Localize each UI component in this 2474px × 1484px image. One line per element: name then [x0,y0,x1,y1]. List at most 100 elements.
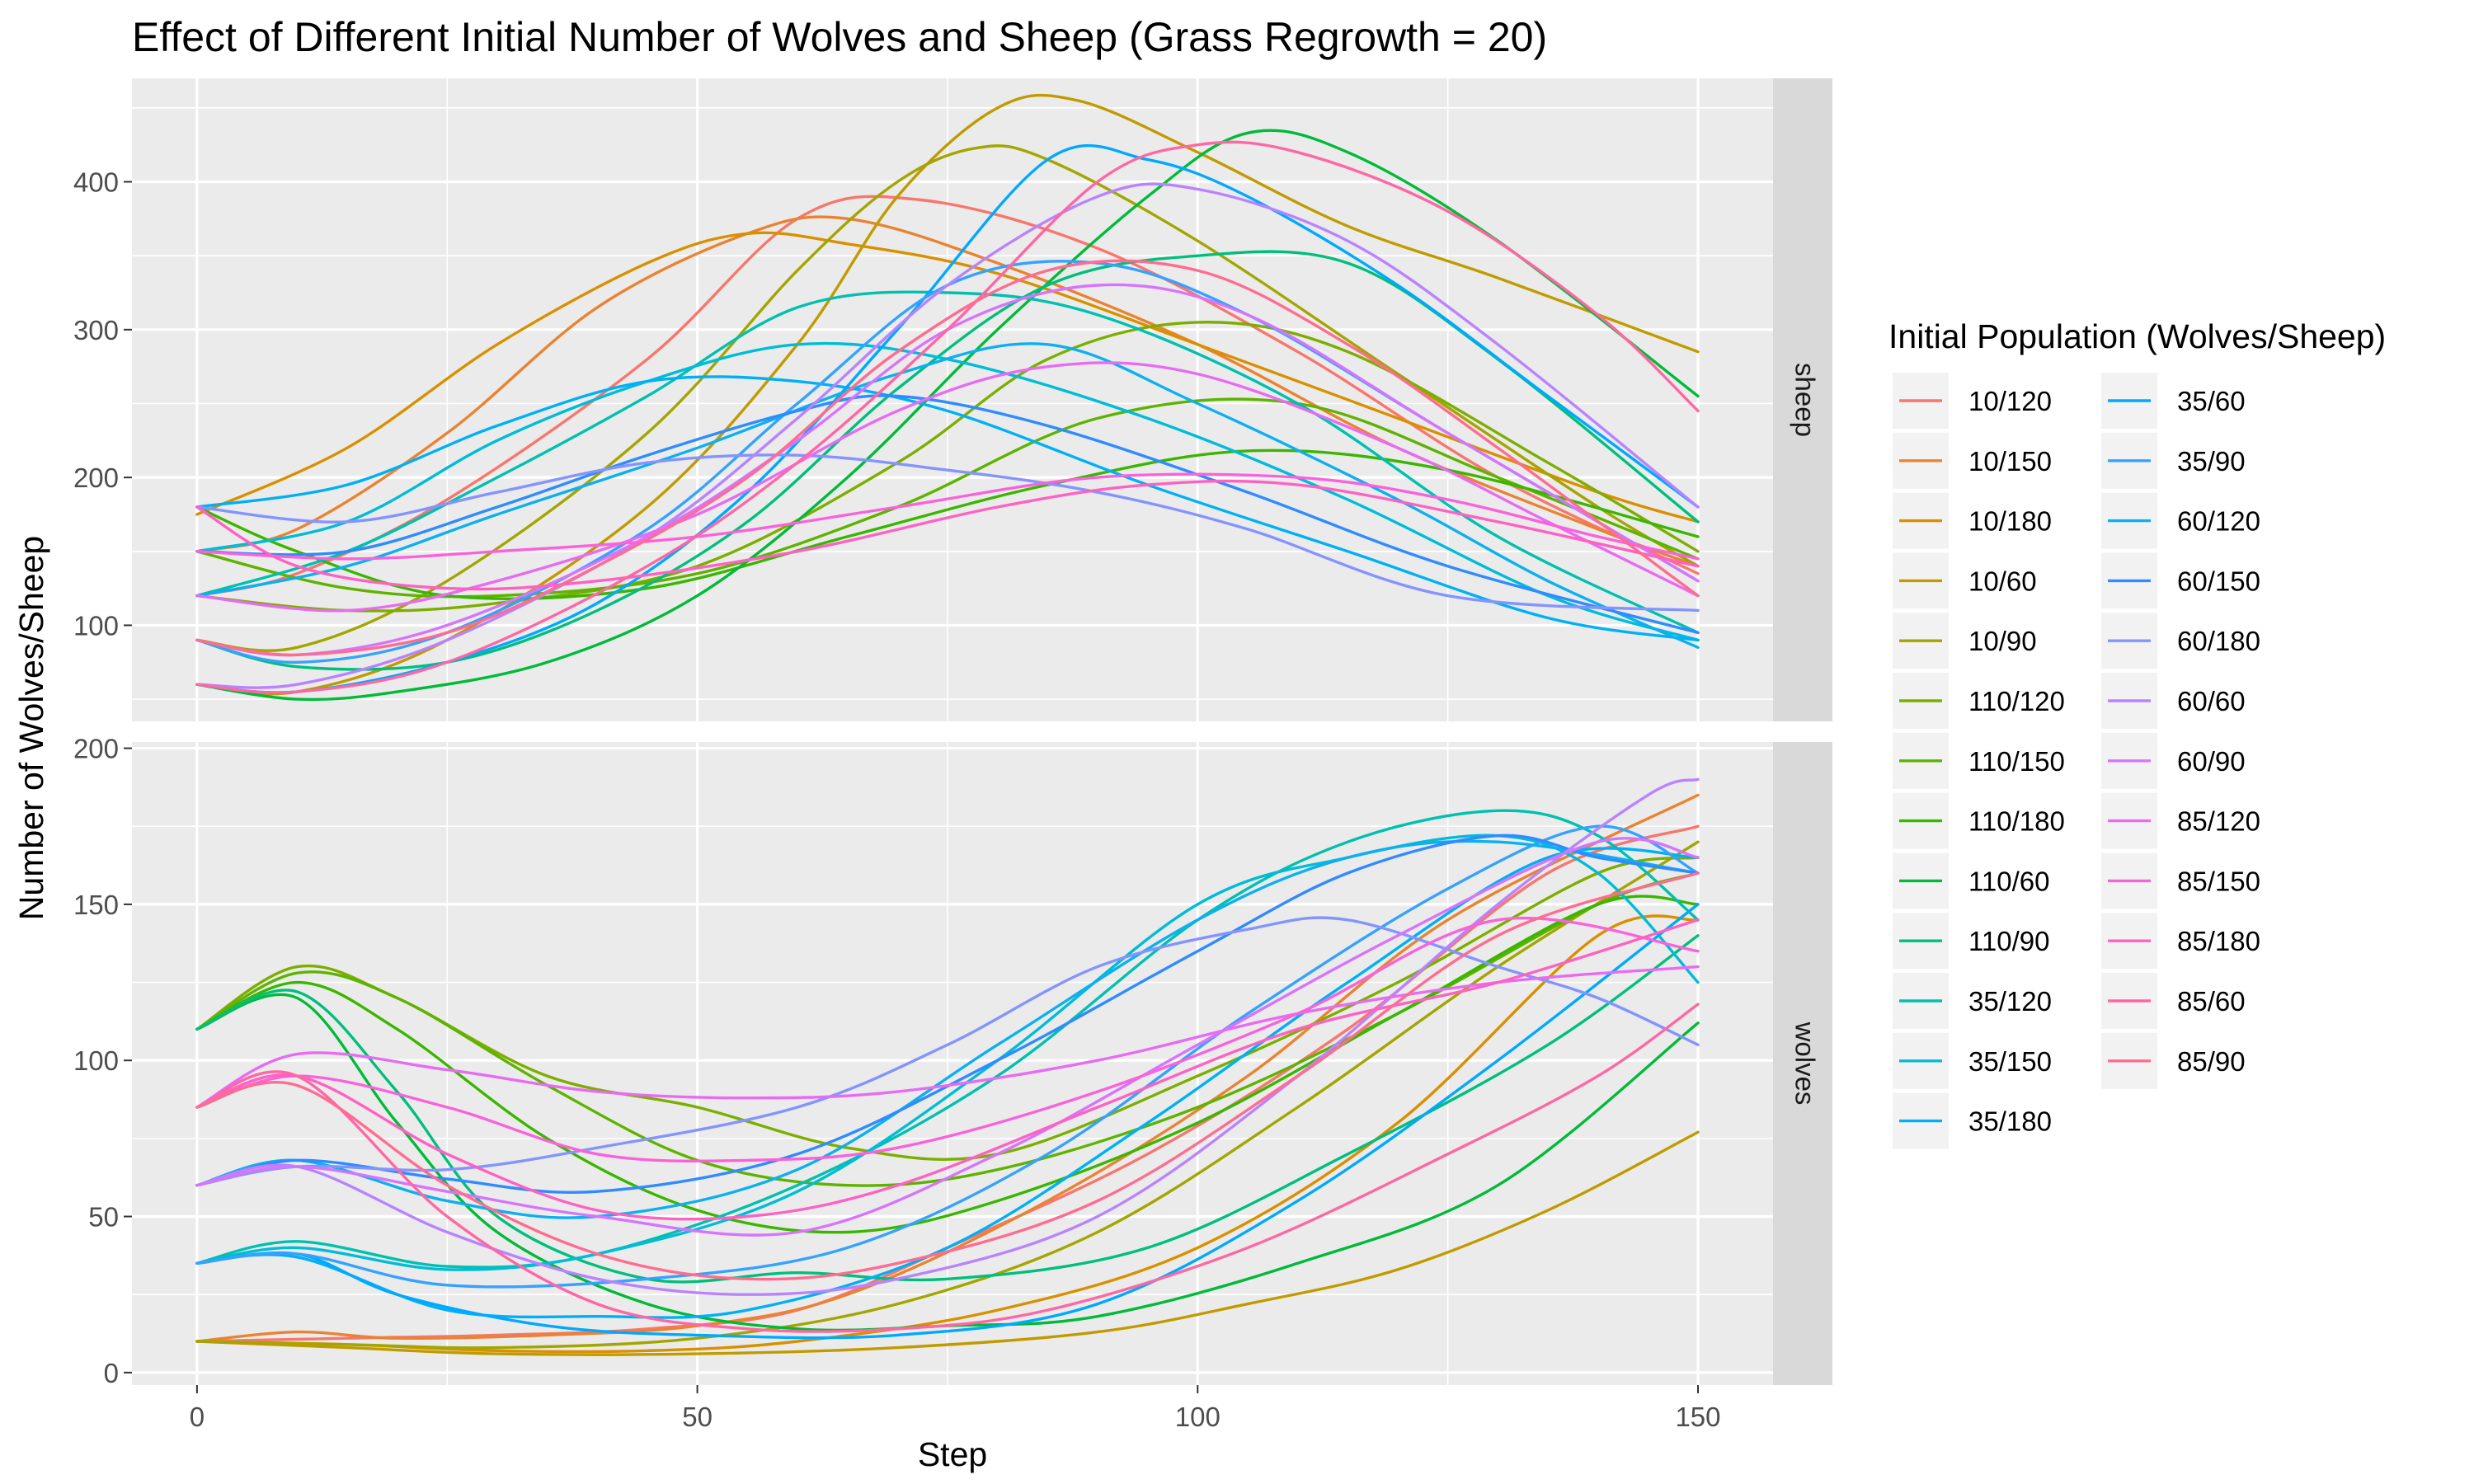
legend: Initial Population (Wolves/Sheep) 10/120… [1888,317,2386,1149]
legend-item-35-90: 35/90 [2101,432,2246,489]
legend-item-60-180: 60/180 [2101,613,2260,669]
legend-label: 110/90 [1968,926,2049,956]
y-tick-label: 200 [73,463,119,493]
legend-label: 35/180 [1968,1106,2052,1137]
series-line-sheep-85-150 [195,472,1700,561]
legend-label: 85/150 [2177,866,2260,896]
series-line-wolves-60-150 [195,834,1700,1194]
x-tick-label: 100 [1175,1402,1221,1432]
series-line-sheep-60-60 [195,182,1700,689]
strip-label-wolves: wolves [1790,1021,1820,1106]
legend-label: 35/90 [2177,446,2246,477]
legend-item-85-180: 85/180 [2101,913,2260,970]
legend-item-85-90: 85/90 [2101,1032,2246,1089]
legend-label: 10/60 [1968,566,2037,596]
legend-label: 60/150 [2177,566,2260,596]
legend-item-110-120: 110/120 [1893,673,2065,729]
legend-label: 60/60 [2177,686,2246,716]
legend-title: Initial Population (Wolves/Sheep) [1888,317,2386,355]
x-axis: 0 50 100 150 [190,1385,1721,1432]
series-line-sheep-10-180 [195,231,1700,524]
legend-label: 110/180 [1968,806,2065,837]
legend-item-10-60: 10/60 [1893,552,2037,609]
series-line-sheep-35-180 [195,375,1700,642]
y-axis: 100 200 300 400 0 50 100 150 200 [73,167,132,1388]
legend-item-110-60: 110/60 [1893,852,2049,909]
chart-title: Effect of Different Initial Number of Wo… [132,14,1547,60]
legend-label: 110/150 [1968,746,2065,777]
series-line-sheep-85-60 [195,140,1700,694]
legend-label: 10/120 [1968,386,2052,416]
series-line-wolves-60-60 [195,777,1700,1296]
legend-items: 10/120 10/150 10/180 10/60 10/90 110/120 110/1… [1893,373,2260,1149]
series-line-sheep-110-60 [195,129,1700,702]
series-line-sheep-10-90 [195,144,1700,652]
y-tick-label: 200 [73,734,119,764]
series-lines [195,93,1700,702]
legend-item-60-60: 60/60 [2101,673,2246,729]
x-tick-label: 150 [1675,1402,1720,1432]
legend-item-35-150: 35/150 [1893,1032,2052,1089]
legend-label: 10/150 [1968,446,2052,477]
strip-label-sheep: sheep [1790,363,1820,437]
series-line-wolves-10-60 [195,1130,1700,1356]
x-axis-title: Step [918,1435,987,1473]
legend-item-60-150: 60/150 [2101,552,2260,609]
series-line-wolves-110-150 [195,871,1700,1187]
legend-label: 10/90 [1968,626,2037,656]
legend-item-10-90: 10/90 [1893,613,2037,669]
legend-label: 85/60 [2177,986,2246,1017]
y-axis-title: Number of Wolves/Sheep [12,536,50,920]
series-line-wolves-85-60 [195,1003,1700,1333]
series-line-sheep-60-150 [195,394,1700,635]
legend-item-35-60: 35/60 [2101,373,2246,429]
legend-label: 110/120 [1968,686,2065,716]
legend-item-110-90: 110/90 [1893,913,2049,970]
legend-item-35-120: 35/120 [1893,973,2052,1029]
legend-label: 85/90 [2177,1046,2246,1077]
series-line-wolves-35-60 [195,903,1700,1340]
series-line-wolves-85-90 [195,871,1700,1281]
series-line-sheep-85-120 [195,361,1700,613]
legend-item-85-150: 85/150 [2101,852,2260,909]
y-tick-label: 150 [73,890,119,920]
y-tick-label: 50 [88,1202,119,1233]
legend-item-10-180: 10/180 [1893,492,2052,549]
series-line-sheep-85-180 [195,479,1700,591]
series-line-wolves-10-90 [195,840,1700,1350]
legend-label: 60/180 [2177,626,2260,656]
y-tick-label: 400 [73,167,119,198]
panel-sheep: sheep [132,78,1832,721]
strip-sheep [1773,78,1832,721]
series-line-sheep-35-120 [195,290,1700,635]
y-tick-label: 0 [104,1358,119,1388]
strip-wolves [1773,742,1832,1385]
legend-item-110-150: 110/150 [1893,732,2065,789]
legend-label: 35/60 [2177,386,2246,416]
series-line-wolves-35-90 [195,824,1700,1289]
series-line-sheep-60-120 [195,342,1700,649]
series-line-wolves-10-150 [195,793,1700,1343]
y-tick-label: 100 [73,1045,119,1076]
series-line-sheep-35-150 [195,341,1700,642]
series-lines [195,777,1700,1356]
series-line-wolves-110-180 [195,895,1700,1234]
legend-label: 10/180 [1968,506,2052,537]
series-line-wolves-35-120 [195,809,1700,1269]
series-line-sheep-60-90 [195,283,1700,657]
series-line-wolves-85-120 [195,965,1700,1109]
legend-item-35-180: 35/180 [1893,1092,2052,1149]
y-tick-label: 100 [73,610,119,641]
legend-label: 60/120 [2177,506,2260,537]
series-line-sheep-85-90 [195,259,1700,657]
panel-background [132,78,1773,721]
y-tick-label: 300 [73,315,119,345]
series-line-sheep-60-180 [195,453,1700,613]
legend-label: 60/90 [2177,746,2246,777]
legend-item-85-60: 85/60 [2101,973,2246,1029]
legend-item-60-90: 60/90 [2101,732,2246,789]
legend-item-10-150: 10/150 [1893,432,2052,489]
legend-label: 35/150 [1968,1046,2052,1077]
series-line-sheep-110-180 [195,448,1700,600]
